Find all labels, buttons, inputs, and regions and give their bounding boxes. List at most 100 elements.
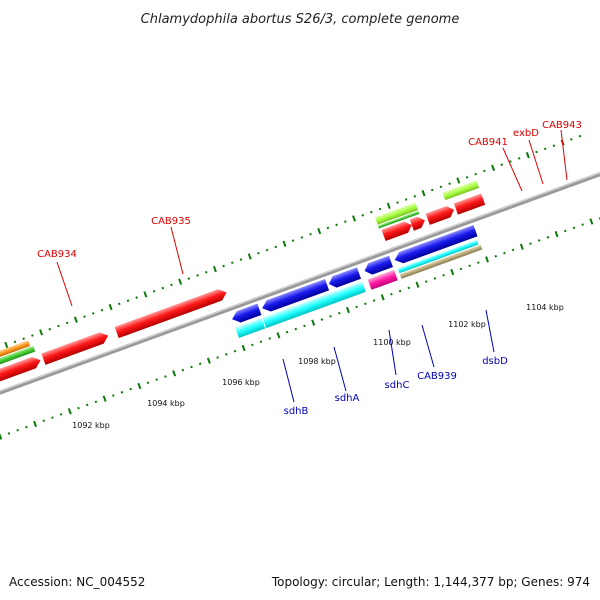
upper-tick-20 [143,291,148,298]
upper-tick-59 [483,169,486,173]
lower-tick-60 [519,243,524,250]
upper-tick-29 [222,264,225,268]
lower-tick-7 [59,413,63,416]
upper-tick-38 [300,236,304,239]
upper-tick-18 [126,299,130,302]
upper-tick-45 [361,214,364,217]
lower-tick-34 [294,327,298,331]
genome-backbone-highlight [0,161,600,403]
upper-tick-11 [65,321,69,325]
lower-tick-32 [276,332,281,339]
upper-tick-63 [517,157,521,160]
upper-tick-30 [231,261,234,265]
lower-tick-21 [181,368,185,372]
upper-tick-8 [39,329,44,336]
gene-label-CAB934: CAB934 [37,249,77,307]
upper-tick-65 [535,150,538,154]
feature-cyan-2 [262,281,366,329]
gene-label-sdhB: sdhB [282,358,309,417]
feature-green-left [0,345,36,375]
upper-tick-43 [344,220,347,223]
upper-tick-40 [317,227,322,235]
upper-tick-36 [282,240,287,247]
svg-text:exbD: exbD [513,128,539,139]
upper-tick-53 [430,188,434,192]
lower-tick-10 [85,403,89,407]
map-title: Chlamydophila abortus S26/3, complete ge… [141,12,460,27]
upper-tick-28 [212,265,217,273]
upper-tick-32 [247,253,252,260]
upper-tick-44 [352,215,356,222]
upper-tick-4 [4,341,9,349]
upper-tick-17 [118,302,121,306]
gene-arrow-red-left [0,356,41,390]
lower-tick-64 [554,230,559,238]
upper-tick-23 [170,283,173,287]
lower-tick-5 [42,419,46,423]
lower-tick-67 [581,223,584,226]
upper-tick-26 [196,274,199,277]
tick-label-1094: 1094 kbp [147,399,185,408]
lower-tick-37 [320,318,324,321]
upper-tick-61 [500,163,504,166]
svg-text:sdhA: sdhA [335,393,360,404]
lower-tick-3 [25,425,28,429]
upper-tick-46 [370,210,373,214]
lower-tick-49 [424,280,428,283]
gene-arrow-CAB934 [41,332,109,365]
upper-tick-15 [100,308,104,312]
svg-text:CAB935: CAB935 [151,216,191,227]
tick-label-1092: 1092 kbp [72,421,110,430]
tick-label-1102: 1102 kbp [448,320,486,329]
upper-tick-16 [108,303,113,311]
tick-labels: 1092 kbp 1094 kbp 1096 kbp 1098 kbp 1100… [72,303,564,430]
lower-tick-22 [190,365,193,369]
gene-label-sdhC: sdhC [385,329,409,391]
upper-tick-67 [552,144,556,147]
lower-tick-26 [224,353,228,356]
svg-text:CAB941: CAB941 [468,137,508,148]
lower-tick-59 [511,248,515,252]
lower-tick-69 [598,217,600,220]
accession-text: Accession: NC_004552 [9,575,145,589]
lower-tick-20 [172,370,177,377]
lower-tick-12 [102,395,107,402]
upper-tick-51 [413,195,417,198]
upper-tick-48 [386,202,391,209]
upper-tick-6 [22,337,25,340]
lower-tick-24 [206,357,211,364]
gene-arrow-sdhA [262,279,330,312]
feature-tan [399,244,483,279]
gene-arrow-red-right [453,193,486,215]
lower-tick-54 [468,264,471,268]
lower-tick-13 [111,394,115,397]
tick-track-lower [0,217,600,440]
feature-lime-2 [442,180,480,201]
gene-arrow-sdhC [328,267,362,288]
upper-tick-14 [91,312,95,315]
gene-label-exbD: exbD [513,128,544,185]
upper-tick-34 [265,248,269,252]
upper-tick-7 [31,334,34,337]
upper-tick-56 [456,177,461,184]
lower-tick-45 [390,292,393,296]
topology-text: Topology: circular; Length: 1,144,377 bp… [271,575,590,589]
gene-label-CAB943: CAB943 [542,120,582,181]
tick-track-upper [4,134,582,349]
upper-tick-22 [161,286,165,290]
upper-tick-57 [465,176,469,179]
lower-tick-46 [398,289,402,293]
lower-tick-55 [477,261,480,264]
lower-tick-41 [355,305,358,309]
gene-arrow-dsbD [394,225,478,264]
lower-tick-31 [268,337,272,340]
upper-tick-24 [178,278,183,285]
lower-tick-6 [51,416,54,419]
feature-lime-1 [374,202,418,225]
gene-label-sdhA: sdhA [333,346,360,404]
lower-tick-2 [16,428,19,432]
upper-tick-50 [404,198,408,201]
lower-tick-16 [137,382,142,390]
gene-label-dsbD: dsbD [482,309,508,367]
lower-tick-35 [303,324,306,328]
